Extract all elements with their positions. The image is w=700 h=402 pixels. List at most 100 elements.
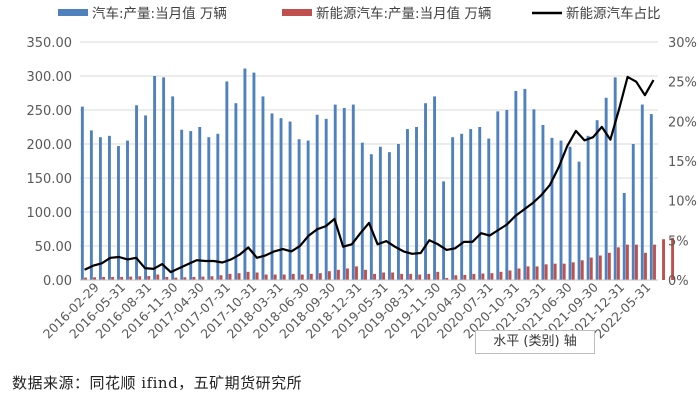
bar-total <box>396 144 400 280</box>
bar-nev <box>355 266 358 280</box>
bar-nev <box>508 270 512 280</box>
source-note: 数据来源：同花顺 ifind，五矿期货研究所 <box>12 374 303 392</box>
bar-total <box>306 140 310 280</box>
bar-total <box>442 181 446 280</box>
bar-total <box>153 76 157 280</box>
bar-nev <box>93 277 97 280</box>
bar-total <box>631 144 635 280</box>
bar-nev <box>607 252 611 280</box>
y2-tick-label: 25% <box>668 76 697 91</box>
bar-nev <box>291 273 295 280</box>
bar-nev <box>436 271 440 280</box>
bar-nev <box>463 274 467 280</box>
bar-nev <box>246 271 250 280</box>
bar-total <box>640 104 644 280</box>
legend-label: 新能源汽车:产量:当月值 万辆 <box>316 5 491 22</box>
bar-total <box>577 161 581 280</box>
bar-total <box>604 97 608 280</box>
left-y-axis: 0.00 50.00 100.00 150.00 200.00 250.00 300.00 3… <box>27 36 73 289</box>
bar-total <box>595 120 599 280</box>
bar-total <box>333 104 337 280</box>
bar-nev <box>427 273 431 280</box>
bar-nev <box>571 262 575 280</box>
y-tick-label: 350.00 <box>27 36 73 51</box>
bar-total <box>315 114 319 280</box>
bar-total <box>144 115 148 280</box>
y-tick-label: 150.00 <box>27 172 73 187</box>
bar-total <box>117 146 120 280</box>
bar-nev <box>183 277 187 280</box>
bar-nev <box>327 271 331 280</box>
bar-total <box>433 96 437 281</box>
bar-nev <box>454 275 458 280</box>
bar-nev <box>300 274 304 280</box>
bar-total <box>369 154 373 280</box>
bar-nev <box>634 244 638 280</box>
y2-tick-label: 5% <box>668 234 689 249</box>
bar-total <box>351 104 355 280</box>
bar-total <box>487 138 491 280</box>
bar-total <box>107 135 111 280</box>
bar-total <box>378 146 382 280</box>
nev-production-bars <box>84 237 675 280</box>
bar-total <box>180 129 184 280</box>
bar-nev <box>382 272 386 280</box>
bar-total <box>523 88 527 280</box>
bar-total <box>613 77 617 280</box>
bar-total <box>451 137 455 280</box>
bar-nev <box>625 244 629 280</box>
y-tick-label: 200.00 <box>27 138 73 153</box>
legend-swatch <box>58 9 88 16</box>
bar-total <box>270 113 274 281</box>
bar-total <box>80 106 84 280</box>
bar-total <box>360 142 364 280</box>
bar-nev <box>653 244 656 280</box>
bar-nev <box>201 276 205 280</box>
bar-nev <box>544 264 548 280</box>
bar-nev <box>120 276 124 280</box>
bar-total <box>126 140 129 280</box>
bar-nev <box>472 273 476 280</box>
bar-nev <box>499 271 503 280</box>
bar-total <box>559 140 563 280</box>
bar-nev <box>84 277 87 280</box>
bar-nev <box>336 269 340 280</box>
share-line-path <box>84 75 655 274</box>
bar-nev <box>526 266 530 280</box>
bar-total <box>198 127 202 280</box>
y-tick-label: 250.00 <box>27 104 73 119</box>
bar-total <box>216 133 220 280</box>
bar-total <box>541 124 545 281</box>
bar-nev <box>309 273 313 280</box>
bar-total <box>288 121 292 280</box>
bar-nev <box>418 274 422 280</box>
bar-nev <box>147 276 151 280</box>
y2-tick-label: 15% <box>668 155 697 170</box>
legend: 汽车:产量:当月值 万辆 新能源汽车:产量:当月值 万辆 新能源汽车占比 <box>58 5 661 22</box>
bar-nev <box>391 272 395 280</box>
bar-total <box>135 105 138 281</box>
bar-nev <box>373 273 376 280</box>
bar-nev <box>490 273 494 280</box>
bar-nev <box>481 273 485 280</box>
bar-nev <box>111 276 115 280</box>
bar-nev <box>228 273 232 280</box>
bar-total <box>532 109 536 280</box>
bar-total <box>469 129 473 280</box>
bar-total <box>415 127 418 280</box>
bar-total <box>98 137 102 280</box>
y-tick-label: 300.00 <box>27 70 73 85</box>
bar-total <box>514 90 518 281</box>
bar-nev <box>237 273 241 280</box>
y-tick-label: 0.00 <box>43 274 72 289</box>
bar-nev <box>562 263 566 280</box>
bar-nev <box>156 274 160 280</box>
bar-nev <box>662 239 665 280</box>
y2-tick-label: 20% <box>668 115 697 130</box>
bar-nev <box>445 277 449 280</box>
bar-nev <box>318 273 322 280</box>
bar-total <box>243 68 247 281</box>
bar-nev <box>138 276 142 280</box>
bar-total <box>568 146 572 280</box>
